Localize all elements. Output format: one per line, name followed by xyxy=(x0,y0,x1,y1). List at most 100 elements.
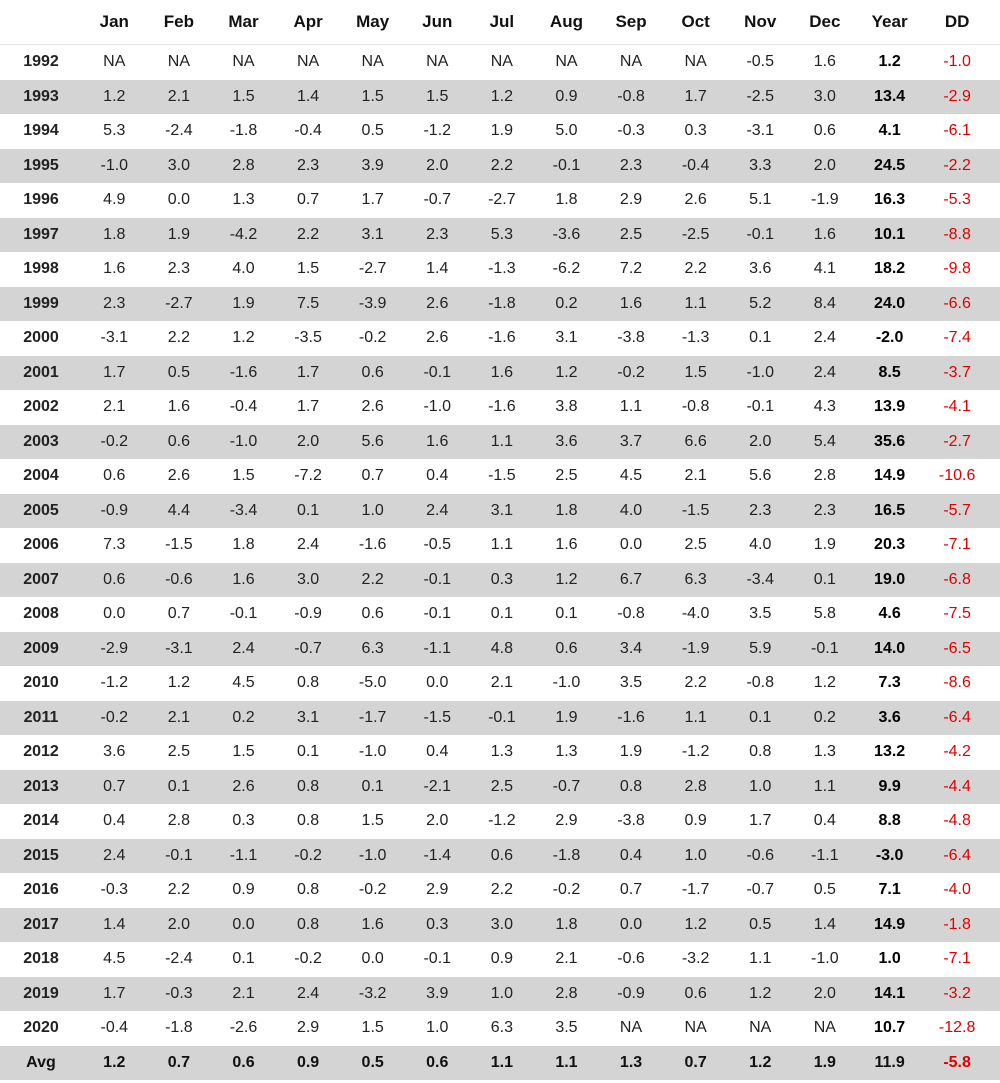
month-cell: -0.5 xyxy=(746,53,775,71)
month-cell: 0.6 xyxy=(167,432,191,450)
month-cell: 1.7 xyxy=(103,984,126,1002)
month-cell: -0.8 xyxy=(617,87,645,105)
month-cell: -0.3 xyxy=(100,881,129,899)
month-cell: -0.1 xyxy=(488,708,516,726)
drawdown-cell: -8.6 xyxy=(943,674,971,692)
year-total-cell: 14.0 xyxy=(874,639,906,657)
month-cell: 2.6 xyxy=(426,294,449,312)
month-cell: 0.6 xyxy=(813,122,836,140)
month-cell: 0.1 xyxy=(232,950,255,968)
month-cell: 1.1 xyxy=(813,777,836,795)
row-label: 2016 xyxy=(23,881,59,899)
month-cell: -0.9 xyxy=(294,605,322,623)
row-label: 2006 xyxy=(23,536,59,554)
month-cell: -3.8 xyxy=(617,812,645,830)
month-cell: 0.0 xyxy=(426,674,449,692)
month-cell: -0.9 xyxy=(617,984,645,1002)
month-cell: -5.0 xyxy=(358,674,387,692)
month-cell: 6.3 xyxy=(684,570,707,588)
month-cell: 0.1 xyxy=(361,777,384,795)
month-cell: 1.1 xyxy=(490,432,513,450)
month-cell: 0.0 xyxy=(103,605,126,623)
month-cell: -0.4 xyxy=(294,122,322,140)
month-cell: 1.6 xyxy=(555,536,578,554)
month-cell: -0.2 xyxy=(294,846,322,864)
month-cell: -3.1 xyxy=(746,122,775,140)
month-cell: 0.1 xyxy=(296,743,320,761)
month-cell: 1.5 xyxy=(684,363,707,381)
month-cell: 3.6 xyxy=(555,432,578,450)
header-dd: DD xyxy=(944,12,970,31)
year-total-cell: -2.0 xyxy=(875,329,904,347)
month-cell: 3.9 xyxy=(361,156,384,174)
month-cell: -1.4 xyxy=(423,846,452,864)
month-cell: 0.8 xyxy=(749,743,772,761)
drawdown-cell: -6.8 xyxy=(943,570,971,588)
month-cell: -1.0 xyxy=(358,743,387,761)
month-cell: -0.1 xyxy=(746,398,775,416)
month-cell: 1.6 xyxy=(361,915,384,933)
row-label: 2014 xyxy=(23,812,59,830)
month-cell: 3.8 xyxy=(555,398,578,416)
month-cell: 0.7 xyxy=(619,881,643,899)
month-cell: 4.4 xyxy=(167,501,191,519)
month-cell: 1.2 xyxy=(103,87,126,105)
month-cell: 1.6 xyxy=(813,225,836,243)
month-cell: 2.2 xyxy=(490,881,513,899)
year-total-cell: 8.5 xyxy=(878,363,901,381)
avg-cell: 0.7 xyxy=(684,1053,707,1071)
header-divider xyxy=(0,44,1000,45)
drawdown-cell: -7.4 xyxy=(943,329,971,347)
month-cell: NA xyxy=(619,53,643,71)
month-cell: 1.8 xyxy=(232,536,255,554)
month-cell: 0.6 xyxy=(361,605,384,623)
month-cell: -0.6 xyxy=(746,846,775,864)
month-cell: -1.0 xyxy=(552,674,581,692)
month-cell: -0.1 xyxy=(552,156,581,174)
month-cell: 2.9 xyxy=(296,1019,320,1037)
month-cell: 1.8 xyxy=(103,225,126,243)
month-cell: 6.6 xyxy=(684,432,707,450)
month-cell: -2.7 xyxy=(358,260,387,278)
month-cell: 1.6 xyxy=(813,53,836,71)
month-cell: -1.6 xyxy=(488,398,516,416)
month-cell: -1.2 xyxy=(423,122,452,140)
month-cell: 2.8 xyxy=(167,812,191,830)
month-cell: 0.5 xyxy=(813,881,836,899)
month-cell: 0.2 xyxy=(555,294,578,312)
drawdown-cell: -12.8 xyxy=(938,1019,976,1037)
month-cell: NA xyxy=(619,1019,643,1037)
month-cell: 1.7 xyxy=(296,363,320,381)
avg-label: Avg xyxy=(26,1053,56,1071)
table-row: 2019 1.7 -0.3 2.1 2.4 -3.2 3.9 1.0 2.8 -0.9 0.6 1.2… xyxy=(0,976,1000,1011)
month-cell: -1.7 xyxy=(681,881,710,899)
year-total-cell: 7.3 xyxy=(878,674,901,692)
month-cell: NA xyxy=(684,1019,707,1037)
year-total-cell: 19.0 xyxy=(874,570,906,588)
month-cell: 1.2 xyxy=(490,87,513,105)
table-row: 2016 -0.3 2.2 0.9 0.8 -0.2 2.9 2.2 -0.2 0.7 -1.7 -0… xyxy=(0,873,1000,908)
month-cell: 3.5 xyxy=(619,674,643,692)
month-cell: 1.0 xyxy=(426,1019,449,1037)
month-cell: 2.2 xyxy=(361,570,384,588)
month-cell: 1.7 xyxy=(361,191,384,209)
drawdown-cell: -4.4 xyxy=(943,777,971,795)
month-cell: -1.8 xyxy=(552,846,581,864)
month-cell: 2.0 xyxy=(426,156,449,174)
month-cell: 0.0 xyxy=(167,191,191,209)
month-cell: 1.1 xyxy=(684,294,707,312)
header-aug: Aug xyxy=(549,12,583,31)
row-label: 2001 xyxy=(23,363,59,381)
month-cell: 5.8 xyxy=(813,605,836,623)
month-cell: 2.4 xyxy=(296,984,320,1002)
month-cell: 0.0 xyxy=(361,950,384,968)
month-cell: 2.2 xyxy=(167,329,191,347)
table-row: 2003 -0.2 0.6 -1.0 2.0 5.6 1.6 1.1 3.6 3.7 6.6 2.0 5… xyxy=(0,424,1000,459)
month-cell: 0.1 xyxy=(749,708,772,726)
month-cell: 2.0 xyxy=(813,156,836,174)
month-cell: NA xyxy=(426,53,449,71)
month-cell: 2.8 xyxy=(684,777,707,795)
month-cell: 2.4 xyxy=(296,536,320,554)
month-cell: 1.2 xyxy=(684,915,707,933)
month-cell: -3.5 xyxy=(294,329,322,347)
